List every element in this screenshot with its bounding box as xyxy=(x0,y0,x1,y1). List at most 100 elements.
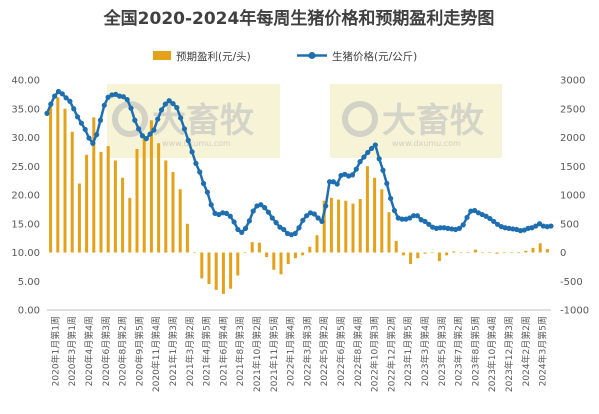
profit-bar xyxy=(121,177,125,253)
profit-bar xyxy=(99,151,103,253)
price-point xyxy=(59,91,65,97)
price-point xyxy=(441,225,447,231)
profit-bar xyxy=(250,242,254,253)
price-point xyxy=(357,159,363,165)
price-point xyxy=(548,223,554,229)
price-point xyxy=(63,95,69,101)
profit-bar xyxy=(373,177,377,253)
profit-bar xyxy=(517,252,521,254)
x-tick-label: 2023年5月第3周 xyxy=(436,316,448,386)
profit-bar xyxy=(322,200,326,253)
price-point xyxy=(525,225,531,231)
profit-bar xyxy=(63,108,67,253)
price-point xyxy=(227,213,233,219)
price-point xyxy=(174,105,180,111)
price-point xyxy=(281,226,287,233)
profit-bar xyxy=(272,252,276,270)
price-point xyxy=(510,226,516,232)
price-point xyxy=(296,225,302,231)
profit-bar xyxy=(423,252,427,254)
x-tick-label: 2024年2月第2周 xyxy=(520,316,532,386)
profit-bar xyxy=(70,131,74,253)
price-point xyxy=(506,225,512,231)
watermark-right-brand: 大畜牧 xyxy=(382,101,485,141)
legend: 预期盈利(元/头) 生猪价格(元/公斤) xyxy=(153,50,417,63)
profit-bar xyxy=(164,160,168,253)
price-point xyxy=(44,110,50,116)
price-point xyxy=(491,218,497,225)
y-left-tick-label: 35.00 xyxy=(11,104,40,115)
price-point xyxy=(235,226,241,233)
price-point xyxy=(414,213,420,219)
price-point xyxy=(178,115,184,121)
profit-bar xyxy=(221,252,225,294)
price-point xyxy=(326,179,333,185)
price-point xyxy=(315,215,321,221)
y-right-tick-label: 1000 xyxy=(560,191,585,202)
price-point xyxy=(464,214,470,221)
price-point xyxy=(372,142,378,148)
profit-bar xyxy=(236,252,240,276)
profit-bar xyxy=(106,146,110,253)
profit-bar xyxy=(135,149,139,253)
profit-bar xyxy=(49,103,53,253)
profit-bar xyxy=(488,252,492,253)
profit-bar xyxy=(387,212,391,253)
price-point xyxy=(265,209,272,215)
price-point xyxy=(90,140,96,146)
price-point xyxy=(449,226,455,232)
profit-bar xyxy=(193,252,197,253)
x-tick-label: 2023年3月第4周 xyxy=(419,316,431,386)
price-point xyxy=(540,223,546,229)
price-point xyxy=(208,202,214,208)
x-tick-label: 2022年6月第5周 xyxy=(335,316,347,386)
price-point xyxy=(494,221,501,227)
price-point xyxy=(304,213,310,219)
profit-bar xyxy=(531,247,535,253)
profit-bar xyxy=(257,242,261,253)
profit-bar xyxy=(149,120,153,253)
price-point xyxy=(319,218,325,225)
profit-bar xyxy=(142,137,146,253)
price-point xyxy=(323,203,329,209)
price-point xyxy=(155,116,161,122)
price-point xyxy=(300,217,306,223)
price-point xyxy=(151,127,157,133)
x-tick-label: 2020年8月第2周 xyxy=(117,316,129,386)
profit-bar xyxy=(293,252,297,259)
x-tick-label: 2022年10月第3周 xyxy=(369,316,381,392)
profit-bars xyxy=(49,97,549,294)
price-point xyxy=(399,216,405,222)
price-point xyxy=(231,219,237,225)
profit-bar xyxy=(358,199,362,253)
profit-bar xyxy=(409,252,413,264)
price-point xyxy=(132,117,138,123)
profit-bar xyxy=(77,183,81,253)
profit-bar xyxy=(157,143,161,253)
price-point xyxy=(472,207,478,214)
price-point xyxy=(334,181,340,187)
y-right-tick-label: -1000 xyxy=(560,306,589,317)
profit-bar xyxy=(128,197,132,253)
profit-bar xyxy=(481,252,485,254)
price-point xyxy=(262,205,268,211)
profit-bar xyxy=(394,241,398,253)
x-tick-label: 2021年1月第3周 xyxy=(167,316,179,386)
price-point xyxy=(433,225,440,231)
x-tick-label: 2020年3月第1周 xyxy=(66,316,78,386)
profit-bar xyxy=(301,252,305,256)
price-point xyxy=(388,195,394,202)
x-tick-label: 2021年6月第4周 xyxy=(217,316,229,386)
y-right-tick-label: -500 xyxy=(560,277,583,288)
profit-bar xyxy=(545,249,549,253)
price-point xyxy=(368,145,375,152)
price-point xyxy=(349,172,356,178)
legend-label-profit: 预期盈利(元/头) xyxy=(176,51,251,63)
x-tick-label: 2021年3月第2周 xyxy=(184,316,196,386)
profit-bar xyxy=(452,251,456,253)
x-tick-label: 2022年12月第2周 xyxy=(385,316,397,392)
y-left-tick-label: 40.00 xyxy=(11,76,40,87)
chart-title: 全国2020-2024年每周生猪价格和预期盈利走势图 xyxy=(103,8,495,29)
